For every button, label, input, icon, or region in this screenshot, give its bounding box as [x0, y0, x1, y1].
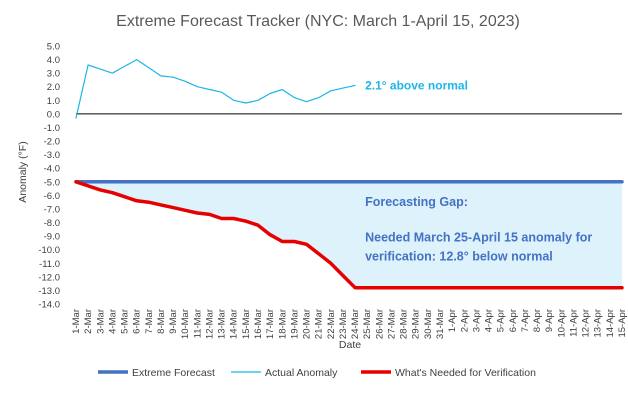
annotation-actual-anomaly: 2.1° above normal	[365, 78, 468, 92]
x-tick-label: 26-Mar	[374, 309, 385, 339]
y-tick-label: -13.0	[38, 286, 60, 297]
x-tick-label: 22-Mar	[326, 309, 337, 339]
y-tick-label: 4.0	[47, 55, 60, 66]
x-tick-label: 25-Mar	[362, 309, 373, 339]
x-tick-label: 16-Mar	[253, 309, 264, 339]
x-tick-label: 28-Mar	[399, 309, 410, 339]
x-tick-label: 30-Mar	[423, 309, 434, 339]
annotation-gap-line1: Needed March 25-April 15 anomaly for	[365, 231, 592, 245]
y-tick-label: -6.0	[44, 191, 60, 202]
x-tick-label: 8-Mar	[156, 309, 167, 334]
y-axis-title: Anomaly (°F)	[17, 141, 29, 202]
chart-title: Extreme Forecast Tracker (NYC: March 1-A…	[116, 13, 520, 30]
x-tick-label: 14-Mar	[229, 309, 240, 339]
x-tick-label: 9-Apr	[544, 309, 555, 332]
legend-label-actual-anomaly: Actual Anomaly	[265, 367, 338, 379]
x-tick-label: 11-Apr	[569, 309, 580, 337]
x-tick-label: 1-Apr	[447, 309, 458, 332]
y-tick-label: -1.0	[44, 123, 60, 134]
x-tick-label: 6-Mar	[132, 309, 143, 334]
y-tick-label: -14.0	[38, 300, 60, 311]
x-tick-label: 29-Mar	[411, 309, 422, 339]
x-tick-label: 5-Mar	[120, 309, 131, 334]
gap-fill	[76, 181, 622, 288]
x-tick-label: 5-Apr	[496, 309, 507, 332]
y-tick-label: -11.0	[39, 259, 60, 270]
x-tick-label: 24-Mar	[350, 309, 361, 339]
x-axis-title: Date	[339, 339, 361, 351]
annotations: 2.1° above normal Forecasting Gap: Neede…	[365, 78, 592, 263]
x-tick-label: 13-Mar	[217, 309, 228, 339]
x-tick-label: 8-Apr	[532, 309, 543, 332]
y-tick-label: -3.0	[44, 150, 60, 161]
x-tick-label: 12-Apr	[581, 309, 592, 338]
x-tick-label: 27-Mar	[387, 309, 398, 339]
annotation-gap-line2: verification: 12.8° below normal	[365, 250, 553, 264]
x-tick-label: 14-Apr	[605, 309, 616, 338]
x-tick-label: 19-Mar	[289, 309, 300, 339]
series-lines	[74, 58, 624, 290]
y-tick-label: -9.0	[44, 232, 60, 243]
x-tick-label: 3-Mar	[95, 309, 106, 334]
y-tick-label: -12.0	[38, 272, 60, 283]
x-tick-label: 4-Apr	[484, 309, 495, 332]
forecasting-gap-area	[76, 181, 622, 288]
y-tick-label: -7.0	[44, 204, 60, 215]
legend-label-extreme-forecast: Extreme Forecast	[132, 367, 215, 379]
x-tick-label: 11-Mar	[192, 309, 203, 338]
x-tick-label: 9-Mar	[168, 309, 179, 334]
legend: Extreme Forecast Actual Anomaly What's N…	[98, 367, 536, 379]
x-tick-label: 10-Apr	[556, 309, 567, 338]
x-tick-label: 23-Mar	[338, 309, 349, 339]
x-tick-label: 21-Mar	[314, 309, 325, 339]
legend-label-verification: What's Needed for Verification	[395, 367, 536, 379]
x-tick-label: 4-Mar	[107, 309, 118, 334]
y-tick-label: 5.0	[47, 42, 60, 53]
y-tick-label: 1.0	[47, 96, 60, 107]
y-tick-label: -10.0	[38, 245, 60, 256]
x-tick-label: 7-Apr	[520, 309, 531, 332]
x-tick-label: 31-Mar	[435, 309, 446, 339]
series-line-actual-anomaly	[75, 58, 356, 119]
y-tick-label: -5.0	[44, 177, 60, 188]
x-tick-label: 13-Apr	[593, 309, 604, 338]
y-tick-label: 0.0	[47, 109, 60, 120]
y-tick-label: -4.0	[44, 164, 60, 175]
x-tick-label: 3-Apr	[471, 309, 482, 332]
x-tick-label: 12-Mar	[205, 309, 216, 339]
x-tick-label: 2-Apr	[459, 309, 470, 332]
x-tick-label: 18-Mar	[277, 309, 288, 339]
x-tick-label: 17-Mar	[265, 309, 276, 339]
x-tick-label: 15-Apr	[617, 309, 628, 338]
series-line-verification	[74, 180, 624, 290]
y-tick-label: 3.0	[47, 69, 60, 80]
y-tick-label: 2.0	[47, 82, 60, 93]
x-tick-label: 10-Mar	[180, 309, 191, 339]
x-tick-label: 2-Mar	[83, 309, 94, 334]
x-tick-label: 6-Apr	[508, 309, 519, 332]
x-tick-label: 15-Mar	[241, 309, 252, 339]
annotation-gap-title: Forecasting Gap:	[365, 195, 468, 209]
x-tick-label: 7-Mar	[144, 309, 155, 334]
axes: 5.0 4.0 3.0 2.0 1.0 0.0 -1.0 -2.0 -3.0 -4.0 -5.0 -6…	[38, 42, 628, 340]
y-tick-label: -2.0	[44, 137, 60, 148]
y-tick-label: -8.0	[44, 218, 60, 229]
x-tick-label: 20-Mar	[302, 309, 313, 339]
x-tick-label: 1-Mar	[71, 309, 82, 334]
